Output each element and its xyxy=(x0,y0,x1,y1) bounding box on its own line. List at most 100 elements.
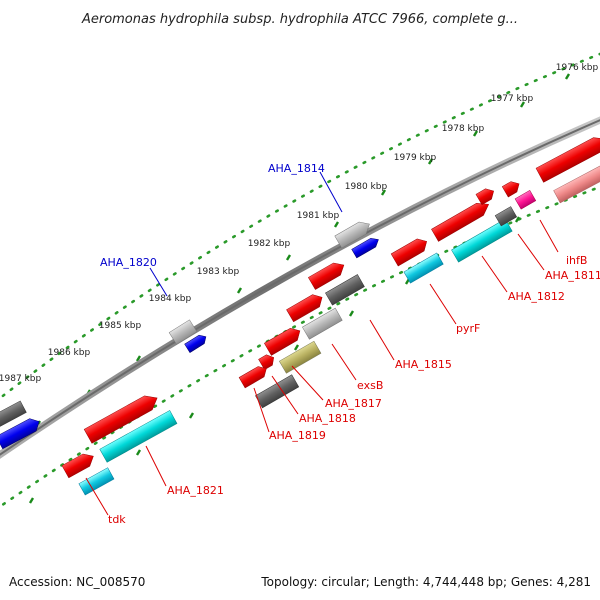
tick-mark xyxy=(333,221,340,228)
gene-pink-box[interactable] xyxy=(514,189,537,210)
gene-label-aha1814[interactable]: AHA_1814 xyxy=(268,162,325,175)
tick-label: 1979 kbp xyxy=(394,153,437,163)
gene-left-edge xyxy=(0,400,42,450)
tick-label: 1982 kbp xyxy=(248,239,291,249)
tick-label: 1987 kbp xyxy=(0,374,41,384)
tick-mark xyxy=(28,497,35,504)
gene-red-small[interactable] xyxy=(258,352,277,371)
gene-label-aha1821[interactable]: AHA_1821 xyxy=(167,484,224,497)
gene-red-arrow[interactable] xyxy=(535,132,600,183)
gene-red-arrow[interactable] xyxy=(83,391,161,444)
gene-label-aha1817[interactable]: AHA_1817 xyxy=(325,397,382,410)
gene-ahA1811-block xyxy=(535,132,600,204)
gene-label-ihfb[interactable]: ihfB xyxy=(566,254,587,267)
gene-red-arrow[interactable] xyxy=(286,291,326,323)
gene-cluster-1815 xyxy=(238,259,365,409)
gene-salmon-arrow[interactable] xyxy=(553,156,600,204)
tick-label: 1981 kbp xyxy=(297,211,340,221)
leader-aha1814 xyxy=(319,171,343,213)
leader-exsb xyxy=(331,343,357,381)
tick-label: 1986 kbp xyxy=(48,348,91,358)
gene-cyan-box[interactable] xyxy=(451,218,513,263)
gene-cyan-box[interactable] xyxy=(78,467,115,496)
leader-aha1811 xyxy=(517,233,545,271)
gene-label-aha1820[interactable]: AHA_1820 xyxy=(100,256,157,269)
gene-block-1812 xyxy=(431,186,518,263)
leader-ihfb xyxy=(539,219,559,253)
gene-cluster-1821 xyxy=(61,391,178,496)
leader-aha1821 xyxy=(145,445,167,487)
outer-tick-ring xyxy=(0,52,600,400)
gene-blue-arrow[interactable] xyxy=(351,235,381,259)
tick-label: 1977 kbp xyxy=(491,94,534,104)
gene-label-aha1818[interactable]: AHA_1818 xyxy=(299,412,356,425)
gene-blue-arrow[interactable] xyxy=(0,415,42,450)
gene-lightgray-box[interactable] xyxy=(302,307,343,340)
gene-aha1814 xyxy=(334,218,381,259)
gene-cyan-box[interactable] xyxy=(403,252,444,284)
gene-gray-box[interactable] xyxy=(325,274,365,306)
tick-label: 1984 kbp xyxy=(149,294,192,304)
leader-tdk xyxy=(85,477,109,516)
gene-red-arrow[interactable] xyxy=(390,235,430,267)
gene-label-aha1812[interactable]: AHA_1812 xyxy=(508,290,565,303)
leader-aha1820 xyxy=(149,267,168,297)
tick-mark xyxy=(188,412,195,419)
tick-label: 1980 kbp xyxy=(345,182,388,192)
tick-mark xyxy=(519,101,526,108)
gene-gray-box[interactable] xyxy=(0,400,27,431)
gene-red-arrow[interactable] xyxy=(61,450,97,479)
leader-aha1818 xyxy=(271,375,299,415)
gene-pyrF-block xyxy=(390,235,444,284)
gene-label-aha1819[interactable]: AHA_1819 xyxy=(269,429,326,442)
gene-red-arrow[interactable] xyxy=(238,363,269,389)
gene-red-arrow[interactable] xyxy=(264,325,303,356)
tick-label: 1985 kbp xyxy=(99,321,142,331)
leader-aha1812 xyxy=(481,255,508,293)
tick-label: 1983 kbp xyxy=(197,267,240,277)
gene-red-small[interactable] xyxy=(475,186,497,206)
tick-label: 1976 kbp xyxy=(556,63,599,73)
gene-labels: AHA_1814 AHA_1820 ihfB AHA_1811 AHA_1812… xyxy=(100,162,600,526)
genome-summary-text: Topology: circular; Length: 4,744,448 bp… xyxy=(260,575,591,589)
tick-mark xyxy=(472,130,479,137)
gene-label-aha1811[interactable]: AHA_1811 xyxy=(545,269,600,282)
gene-olive-box[interactable] xyxy=(278,340,322,374)
gene-red-tiny[interactable] xyxy=(501,179,522,198)
gene-cyan-box[interactable] xyxy=(99,410,178,463)
tick-mark xyxy=(564,73,571,80)
tick-mark xyxy=(427,158,434,165)
leader-aha1819 xyxy=(253,387,270,433)
gene-label-aha1815[interactable]: AHA_1815 xyxy=(395,358,452,371)
gene-pink-ihfB xyxy=(501,179,537,210)
tick-label: 1978 kbp xyxy=(442,124,485,134)
tick-mark xyxy=(348,310,355,317)
tick-mark xyxy=(135,355,142,362)
leader-lines xyxy=(85,171,559,516)
gene-gray-small[interactable] xyxy=(494,206,518,227)
gene-blue-arrow[interactable] xyxy=(184,332,209,353)
gene-lightgray-box[interactable] xyxy=(168,319,198,345)
tick-mark xyxy=(135,449,142,456)
tick-mark xyxy=(514,216,521,223)
gene-gray-box[interactable] xyxy=(255,374,300,409)
tick-mark xyxy=(380,189,387,196)
gene-red-arrow[interactable] xyxy=(431,198,492,242)
leader-pyrf xyxy=(429,283,457,325)
leader-aha1817 xyxy=(291,365,324,401)
gene-label-pyrf[interactable]: pyrF xyxy=(456,322,480,335)
accession-text: Accession: NC_008570 xyxy=(9,575,145,589)
gene-label-exsb[interactable]: exsB xyxy=(357,379,383,392)
gene-lightgray-arrow[interactable] xyxy=(334,218,373,249)
chromosome-backbone-core xyxy=(0,119,600,456)
tick-mark xyxy=(293,344,300,351)
gene-aha1820 xyxy=(168,319,209,353)
map-title: Aeromonas hydrophila subsp. hydrophila A… xyxy=(81,12,518,27)
leader-aha1815 xyxy=(369,319,395,361)
gene-red-arrow[interactable] xyxy=(308,259,347,290)
tick-mark xyxy=(236,287,243,294)
gene-label-tdk[interactable]: tdk xyxy=(108,513,126,526)
tick-labels: 1976 kbp 1977 kbp 1978 kbp 1979 kbp 1980… xyxy=(0,63,598,384)
tick-mark xyxy=(285,254,292,261)
